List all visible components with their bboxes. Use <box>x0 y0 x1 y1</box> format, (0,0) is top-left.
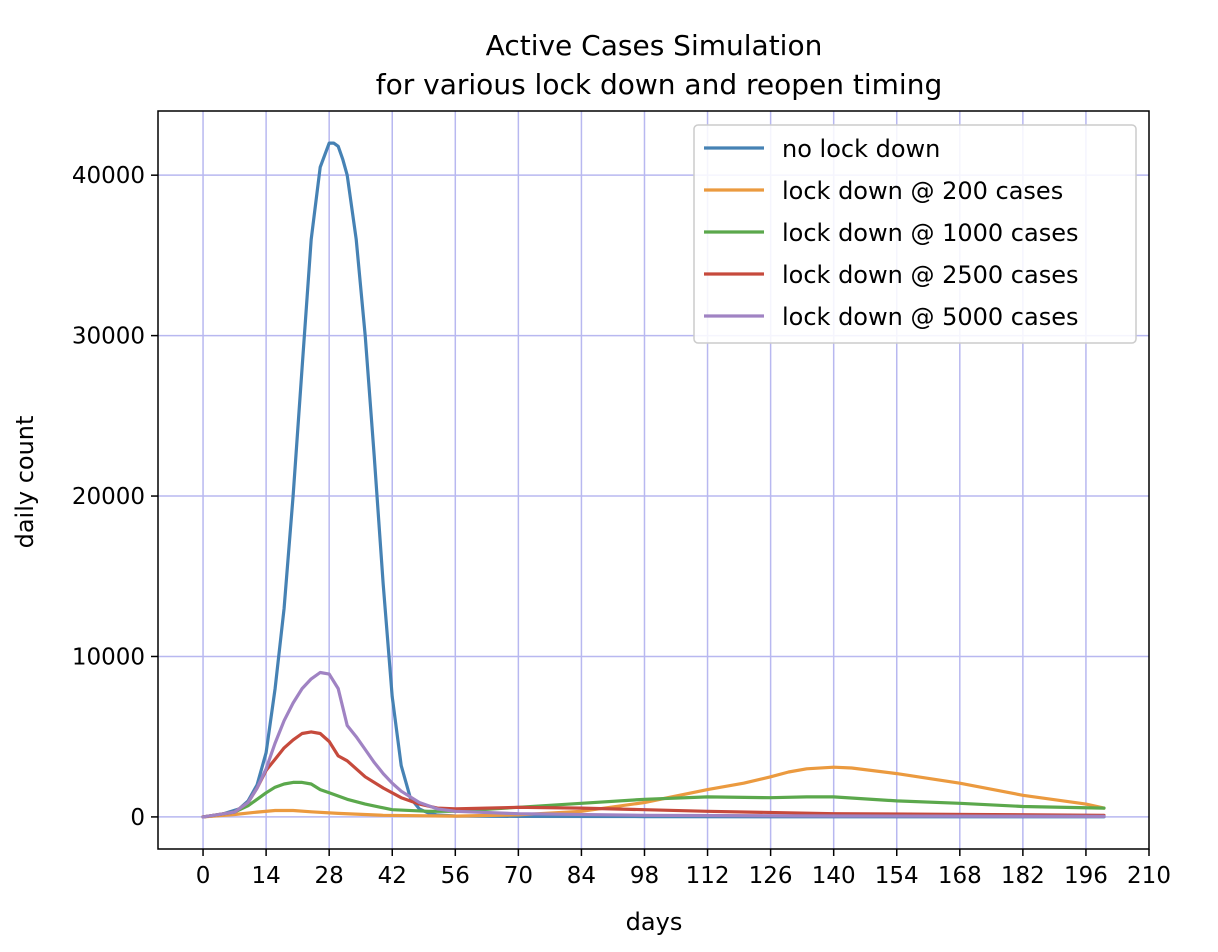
y-tick-label: 0 <box>130 805 145 831</box>
x-tick-label: 14 <box>251 863 280 889</box>
legend-box <box>693 124 1137 344</box>
legend-label: lock down @ 5000 cases <box>782 303 1078 331</box>
y-tick-label: 40000 <box>72 163 145 189</box>
x-tick-label: 168 <box>938 863 982 889</box>
x-tick-label: 112 <box>686 863 730 889</box>
legend-label: lock down @ 2500 cases <box>782 261 1078 289</box>
y-tick-label: 10000 <box>72 644 145 670</box>
series-line-5 <box>201 670 1106 819</box>
legend-label: lock down @ 200 cases <box>782 177 1063 205</box>
y-tick-label: 20000 <box>72 484 145 510</box>
x-tick-label: 84 <box>567 863 596 889</box>
y-axis-label: daily count <box>11 416 39 549</box>
x-axis-label: days <box>626 908 683 936</box>
series-line-2 <box>201 765 1106 819</box>
x-tick-label: 140 <box>812 863 856 889</box>
y-axis-ticks: 0 10000 20000 30000 40000 <box>72 163 158 831</box>
legend-label: no lock down <box>782 135 940 163</box>
x-tick-label: 182 <box>1001 863 1045 889</box>
x-tick-label: 210 <box>1127 863 1171 889</box>
x-tick-label: 70 <box>504 863 533 889</box>
y-tick-label: 30000 <box>72 324 145 350</box>
x-tick-label: 56 <box>441 863 470 889</box>
x-axis-ticks: 0 14 28 42 56 70 84 98 112 126 140 154 168 182 196 210 <box>196 849 1171 889</box>
chart-subtitle: for various lock down and reopen timing <box>376 68 942 101</box>
legend: no lock down lock down @ 200 cases lock do… <box>693 124 1137 344</box>
plot-frame <box>157 110 1150 850</box>
x-tick-label: 154 <box>875 863 919 889</box>
legend-label: lock down @ 1000 cases <box>782 219 1078 247</box>
x-tick-label: 0 <box>196 863 211 889</box>
series-line-3 <box>201 780 1106 819</box>
chart-title: Active Cases Simulation <box>486 29 823 62</box>
series-line-4 <box>201 730 1106 819</box>
plot-series <box>201 141 1106 819</box>
x-tick-label: 28 <box>315 863 344 889</box>
x-tick-label: 42 <box>378 863 407 889</box>
x-tick-label: 98 <box>630 863 659 889</box>
x-tick-label: 196 <box>1064 863 1108 889</box>
x-tick-label: 126 <box>749 863 793 889</box>
